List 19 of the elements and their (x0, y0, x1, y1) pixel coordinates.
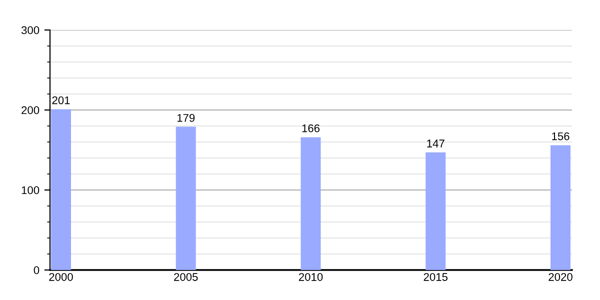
y-tick-label: 300 (21, 26, 40, 34)
y-tick-label: 100 (22, 186, 40, 194)
data-label: 166 (302, 124, 320, 132)
y-tick-label: 200 (22, 106, 40, 114)
bar (550, 145, 570, 270)
bar (300, 137, 321, 270)
x-tick-label: 2015 (424, 273, 448, 281)
data-label: 147 (427, 140, 444, 148)
x-tick-label: 2000 (49, 273, 73, 281)
x-tick-label: 2020 (548, 273, 572, 281)
bar (51, 109, 71, 270)
data-label: 201 (52, 96, 70, 104)
data-label: 179 (177, 114, 195, 122)
y-tick-label: 0 (34, 266, 40, 274)
x-tick-label: 2005 (174, 273, 198, 281)
x-tick-label: 2010 (298, 273, 323, 281)
bar (426, 152, 446, 270)
bar (176, 126, 196, 270)
data-label: 156 (552, 132, 570, 140)
